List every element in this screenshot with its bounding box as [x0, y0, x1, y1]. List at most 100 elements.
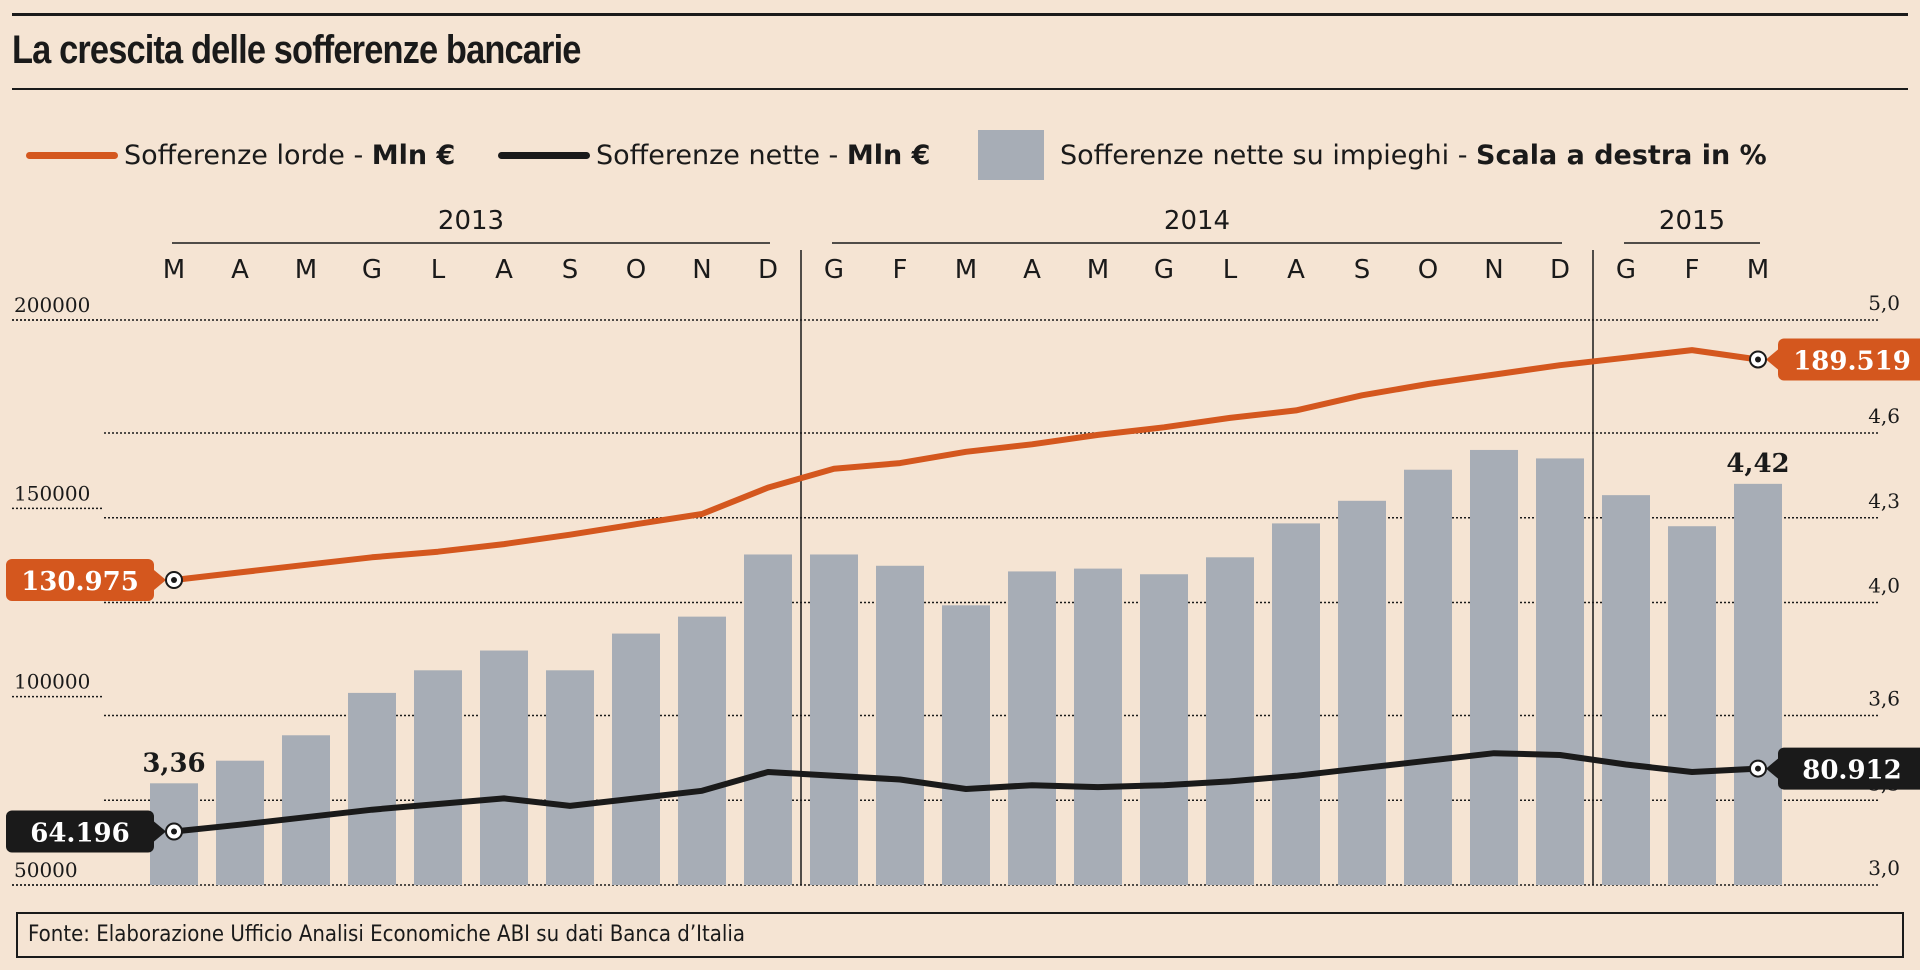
bar [1008, 571, 1056, 885]
month-label: D [758, 255, 778, 285]
month-label: O [1418, 255, 1438, 285]
month-label: M [295, 255, 317, 285]
right-tick-label: 4,3 [1868, 489, 1900, 513]
source-text: Fonte: Elaborazione Ufficio Analisi Econ… [28, 922, 746, 947]
gross-start-pointer [154, 569, 166, 590]
month-label: G [824, 255, 844, 285]
month-label: G [362, 255, 382, 285]
month-label: L [1223, 255, 1238, 285]
gross-start-label: 130.975 [21, 567, 139, 597]
bar [414, 670, 462, 885]
legend-label-ratio: Sofferenze nette su impieghi - [1060, 139, 1477, 171]
gross-line [171, 347, 1761, 583]
bar [1668, 526, 1716, 885]
month-label: S [1354, 255, 1371, 285]
gross-end-label: 189.519 [1793, 346, 1911, 376]
legend: Sofferenze lorde - Mln € Sofferenze nett… [26, 130, 1906, 180]
net-end-pointer [1766, 758, 1778, 779]
right-tick-label: 5,0 [1868, 291, 1900, 315]
month-label: F [1685, 255, 1700, 285]
net-end-label: 80.912 [1802, 756, 1902, 786]
bar [942, 605, 990, 885]
month-label: M [955, 255, 977, 285]
bar [744, 554, 792, 885]
bar [1074, 568, 1122, 885]
bar [348, 692, 396, 885]
month-label: G [1616, 255, 1636, 285]
net-start-marker-dot [171, 828, 177, 835]
left-tick-label: 100000 [14, 670, 90, 694]
legend-item-gross: Sofferenze lorde - Mln € [26, 130, 455, 180]
gross-start-box [6, 558, 154, 601]
month-label: F [893, 255, 908, 285]
month-label: O [626, 255, 646, 285]
bar [480, 650, 528, 885]
legend-swatch-gross [26, 151, 118, 159]
year-label: 2013 [438, 206, 504, 236]
bar [810, 554, 858, 885]
month-label: M [1087, 255, 1109, 285]
legend-label-gross: Sofferenze lorde - [124, 139, 372, 171]
bar [1602, 495, 1650, 885]
bar [678, 616, 726, 885]
month-label: N [692, 255, 711, 285]
month-label: M [1747, 255, 1769, 285]
left-tick-label: 150000 [14, 481, 90, 505]
bar [1338, 500, 1386, 885]
bar [876, 565, 924, 885]
bar [1470, 449, 1518, 885]
month-label: S [562, 255, 579, 285]
month-label: G [1154, 255, 1174, 285]
bar [1206, 557, 1254, 885]
net-line [171, 750, 1761, 835]
bar-label-end: 4,42 [1726, 449, 1789, 479]
bar [1536, 458, 1584, 885]
legend-label-net: Sofferenze nette - [596, 139, 847, 171]
month-label: A [1287, 255, 1305, 285]
bar [546, 670, 594, 885]
gross-end-marker-dot [1755, 356, 1761, 363]
bar [612, 633, 660, 885]
chart-title: La crescita delle sofferenze bancarie [12, 28, 581, 72]
legend-unit-gross: Mln € [371, 139, 456, 171]
month-label: N [1484, 255, 1503, 285]
bar [1272, 523, 1320, 885]
month-label: D [1550, 255, 1570, 285]
bar [1404, 469, 1452, 885]
bar [1734, 483, 1782, 885]
legend-item-net: Sofferenze nette - Mln € [498, 130, 930, 180]
right-tick-label: 3,0 [1868, 856, 1900, 880]
month-label: M [163, 255, 185, 285]
left-tick-label: 200000 [14, 293, 90, 317]
year-label: 2014 [1164, 206, 1230, 236]
net-start-pointer [154, 821, 166, 842]
left-tick-label: 50000 [14, 858, 78, 882]
net-start-label: 64.196 [30, 819, 130, 849]
legend-unit-ratio: Scala a destra in % [1476, 139, 1767, 171]
bar-label-start: 3,36 [142, 748, 205, 778]
title-rule [12, 88, 1908, 90]
net-start-box [6, 810, 154, 853]
gross-end-pointer [1766, 349, 1778, 370]
legend-swatch-net [498, 151, 590, 159]
top-rule [12, 13, 1908, 16]
net-end-box [1778, 747, 1920, 790]
net-end-marker-dot [1755, 765, 1761, 772]
year-label: 2015 [1659, 206, 1725, 236]
right-tick-label: 3,6 [1868, 687, 1900, 711]
source-box: Fonte: Elaborazione Ufficio Analisi Econ… [16, 912, 1904, 958]
bar [1140, 574, 1188, 885]
gross-start-marker-dot [171, 576, 177, 583]
month-label: A [231, 255, 249, 285]
legend-item-ratio: Sofferenze nette su impieghi - Scala a d… [978, 130, 1767, 180]
right-tick-label: 4,6 [1868, 404, 1900, 428]
legend-unit-net: Mln € [846, 139, 931, 171]
month-label: L [431, 255, 446, 285]
legend-swatch-ratio [978, 130, 1044, 180]
bar [282, 735, 330, 885]
right-tick-label: 4,0 [1868, 574, 1900, 598]
gross-end-box [1778, 338, 1920, 381]
month-label: A [495, 255, 513, 285]
month-label: A [1023, 255, 1041, 285]
